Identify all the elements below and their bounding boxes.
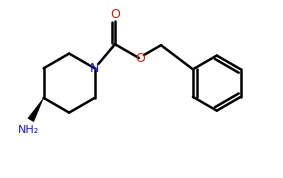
Polygon shape — [28, 98, 44, 122]
Text: O: O — [110, 8, 120, 21]
Text: O: O — [135, 53, 145, 66]
Text: NH₂: NH₂ — [18, 125, 39, 135]
Text: N: N — [90, 62, 99, 75]
